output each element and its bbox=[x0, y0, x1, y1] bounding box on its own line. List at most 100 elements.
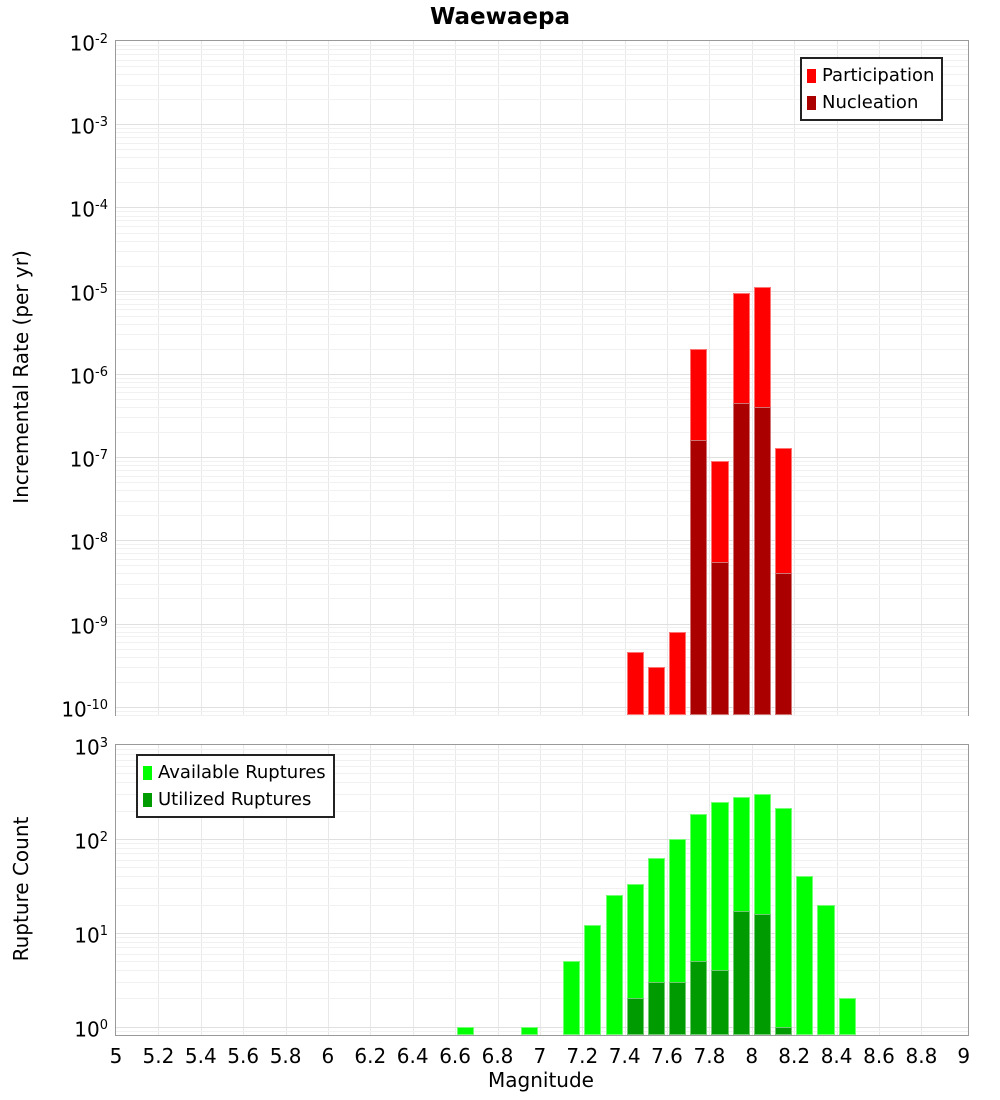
grid-line-minor bbox=[116, 583, 968, 585]
grid-line-vertical bbox=[412, 745, 414, 1035]
grid-line-minor bbox=[116, 482, 968, 484]
grid-line-vertical bbox=[455, 745, 457, 1035]
x-tick-label: 8.2 bbox=[778, 1044, 811, 1068]
grid-line-minor bbox=[116, 323, 968, 325]
grid-line-vertical bbox=[243, 41, 245, 715]
grid-line-minor bbox=[116, 887, 968, 889]
grid-line-minor bbox=[116, 167, 968, 169]
available-ruptures-bar bbox=[457, 1026, 475, 1035]
grid-line-minor bbox=[116, 417, 968, 419]
grid-line-vertical bbox=[200, 41, 202, 715]
x-tick-label: 8.6 bbox=[863, 1044, 895, 1068]
nucleation-bar bbox=[711, 561, 729, 715]
grid-line-minor bbox=[116, 843, 968, 845]
grid-line-vertical bbox=[327, 41, 329, 715]
grid-line-minor bbox=[116, 137, 968, 139]
x-tick-label: 5.2 bbox=[142, 1044, 175, 1068]
x-axis-label: Magnitude bbox=[488, 1068, 594, 1092]
grid-line-minor bbox=[116, 941, 968, 943]
utilized-ruptures-swatch-icon bbox=[143, 792, 152, 807]
grid-line-minor bbox=[116, 500, 968, 502]
available-ruptures-bar bbox=[584, 925, 602, 1035]
grid-line-minor bbox=[116, 714, 968, 716]
utilized-ruptures-bar bbox=[690, 961, 708, 1035]
grid-line-minor bbox=[116, 937, 968, 938]
grid-line-major bbox=[116, 207, 968, 209]
available-ruptures-bar bbox=[817, 904, 835, 1035]
grid-line-minor bbox=[116, 142, 968, 144]
grid-line-minor bbox=[116, 334, 968, 336]
y-tick-label: 103 bbox=[74, 735, 108, 760]
nucleation-bar bbox=[732, 402, 750, 715]
grid-line-minor bbox=[116, 315, 968, 317]
grid-line-vertical bbox=[285, 41, 287, 715]
legend-ruptures: Available Ruptures Utilized Ruptures bbox=[136, 754, 335, 818]
grid-line-minor bbox=[116, 981, 968, 983]
grid-line-minor bbox=[116, 515, 968, 517]
legend-entry-available: Available Ruptures bbox=[143, 759, 326, 786]
grid-line-minor bbox=[116, 157, 968, 159]
grid-line-minor bbox=[116, 953, 968, 955]
grid-line-minor bbox=[116, 298, 968, 300]
bottom-plot-area: Available Ruptures Utilized Ruptures 103… bbox=[74, 736, 970, 1068]
x-tick-label: 6.6 bbox=[439, 1044, 471, 1068]
grid-line-major bbox=[116, 124, 968, 126]
grid-line-minor bbox=[116, 182, 968, 184]
grid-line-minor bbox=[116, 132, 968, 134]
participation-bar bbox=[669, 631, 687, 715]
legend-entry-nucleation: Nucleation bbox=[807, 89, 934, 116]
grid-line-minor bbox=[116, 392, 968, 394]
x-tick-label: 6.2 bbox=[354, 1044, 387, 1068]
grid-line-vertical bbox=[921, 745, 923, 1035]
grid-line-minor bbox=[116, 710, 968, 712]
y-tick-label: 10-9 bbox=[69, 614, 108, 639]
grid-line-minor bbox=[116, 558, 968, 560]
grid-line-minor bbox=[116, 631, 968, 633]
grid-line-minor bbox=[116, 749, 968, 751]
grid-line-minor bbox=[116, 432, 968, 433]
grid-line-minor bbox=[116, 53, 968, 55]
nucleation-bar bbox=[775, 573, 793, 715]
grid-line-minor bbox=[116, 970, 968, 971]
grid-line-major bbox=[116, 373, 968, 375]
grid-line-minor bbox=[116, 859, 968, 861]
grid-line-vertical bbox=[667, 745, 668, 1035]
grid-line-minor bbox=[116, 465, 968, 467]
available-ruptures-bar bbox=[563, 961, 581, 1035]
grid-line-minor bbox=[116, 211, 968, 213]
grid-line-vertical bbox=[751, 745, 753, 1035]
legend-entry-utilized: Utilized Ruptures bbox=[143, 786, 326, 813]
utilized-ruptures-bar bbox=[647, 981, 666, 1035]
grid-line-vertical bbox=[158, 41, 160, 715]
grid-line-vertical bbox=[455, 41, 457, 715]
grid-line-minor bbox=[116, 250, 968, 252]
grid-line-minor bbox=[116, 381, 968, 383]
grid-line-vertical bbox=[879, 41, 880, 715]
grid-line-minor bbox=[116, 641, 968, 643]
grid-line-minor bbox=[116, 469, 968, 471]
x-tick-label: 7 bbox=[533, 1044, 547, 1068]
legend-label-nucleation: Nucleation bbox=[822, 92, 919, 113]
grid-line-minor bbox=[116, 309, 968, 311]
y-tick-label: 10-6 bbox=[69, 364, 108, 389]
participation-bar bbox=[626, 652, 644, 715]
grid-line-vertical bbox=[539, 41, 541, 715]
grid-line-minor bbox=[116, 377, 968, 379]
y-tick-label: 100 bbox=[74, 1017, 108, 1042]
grid-line-minor bbox=[116, 386, 968, 388]
y-tick-label: 10-5 bbox=[69, 281, 108, 306]
grid-line-major bbox=[116, 838, 968, 840]
grid-line-minor bbox=[116, 240, 968, 242]
grid-line-minor bbox=[116, 149, 968, 151]
x-tick-label: 8 bbox=[745, 1044, 759, 1068]
utilized-ruptures-bar bbox=[711, 970, 729, 1035]
grid-line-minor bbox=[116, 303, 968, 305]
x-tick-label: 7.2 bbox=[566, 1044, 599, 1068]
grid-line-vertical bbox=[794, 745, 796, 1035]
grid-line-vertical bbox=[794, 41, 796, 715]
grid-line-minor bbox=[116, 573, 968, 575]
grid-line-minor bbox=[116, 904, 968, 906]
grid-line-minor bbox=[116, 294, 968, 296]
grid-line-minor bbox=[116, 544, 968, 546]
legend-label-participation: Participation bbox=[822, 65, 935, 86]
